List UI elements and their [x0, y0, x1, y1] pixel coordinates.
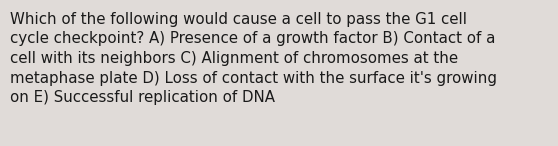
Text: metaphase plate D) Loss of contact with the surface it's growing: metaphase plate D) Loss of contact with …: [10, 71, 497, 86]
Text: on E) Successful replication of DNA: on E) Successful replication of DNA: [10, 90, 275, 105]
Text: Which of the following would cause a cell to pass the G1 cell: Which of the following would cause a cel…: [10, 12, 467, 27]
Text: cell with its neighbors C) Alignment of chromosomes at the: cell with its neighbors C) Alignment of …: [10, 51, 458, 66]
Text: cycle checkpoint? A) Presence of a growth factor B) Contact of a: cycle checkpoint? A) Presence of a growt…: [10, 32, 496, 46]
